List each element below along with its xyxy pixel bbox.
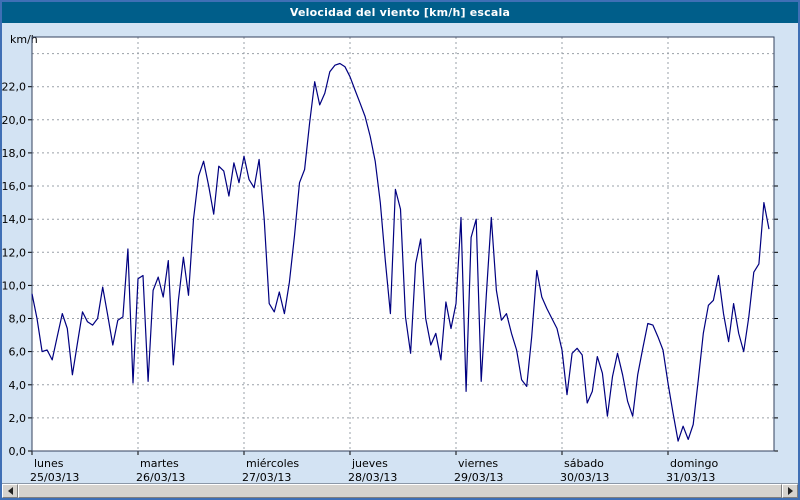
x-day-label: domingo [670,457,718,470]
y-tick-label: 12,0 [2,246,26,259]
x-day-label: lunes [34,457,64,470]
x-date-label: 26/03/13 [136,471,185,483]
y-tick-label: 4,0 [9,379,27,392]
x-date-label: 25/03/13 [30,471,79,483]
x-day-label: miércoles [246,457,299,470]
y-axis: 0,0 2,0 4,0 6,0 8,0 10,0 12,0 14,0 16,0 18,0 20,0 2… [2,33,778,458]
wind-speed-line [31,62,770,442]
x-date-label: 28/03/13 [348,471,397,483]
plot-background [32,37,774,451]
scrollbar-thumb[interactable] [18,484,782,498]
y-axis-unit-label: km/h [10,33,38,46]
x-date-label: 30/03/13 [560,471,609,483]
y-tick-label: 8,0 [9,313,27,326]
scroll-left-button[interactable] [2,484,18,498]
y-tick-label: 14,0 [2,213,26,226]
plot-border [31,36,775,452]
y-tick-label: 0,0 [9,445,27,458]
x-day-label: sábado [564,457,604,470]
scrollbar-track[interactable] [18,484,782,498]
chart-title-bar: Velocidad del viento [km/h] escala [2,2,798,23]
x-day-label: viernes [458,457,498,470]
wind-speed-chart-plot: 0,0 2,0 4,0 6,0 8,0 10,0 12,0 14,0 16,0 18,0 20,0 2… [2,33,778,483]
y-tick-label: 16,0 [2,180,26,193]
y-tick-label: 18,0 [2,147,26,160]
x-day-label: martes [140,457,179,470]
horizontal-scrollbar[interactable] [2,483,798,498]
x-day-label: jueves [351,457,388,470]
y-tick-label: 2,0 [9,412,27,425]
y-tick-label: 20,0 [2,114,26,127]
x-date-label: 31/03/13 [666,471,715,483]
scroll-right-button[interactable] [782,484,798,498]
x-date-label: 29/03/13 [454,471,503,483]
y-tick-label: 22,0 [2,81,26,94]
left-arrow-icon [4,487,13,495]
y-tick-label: 10,0 [2,279,26,292]
y-tick-label: 6,0 [9,346,27,359]
right-arrow-icon [787,487,797,495]
x-date-label: 27/03/13 [242,471,291,483]
